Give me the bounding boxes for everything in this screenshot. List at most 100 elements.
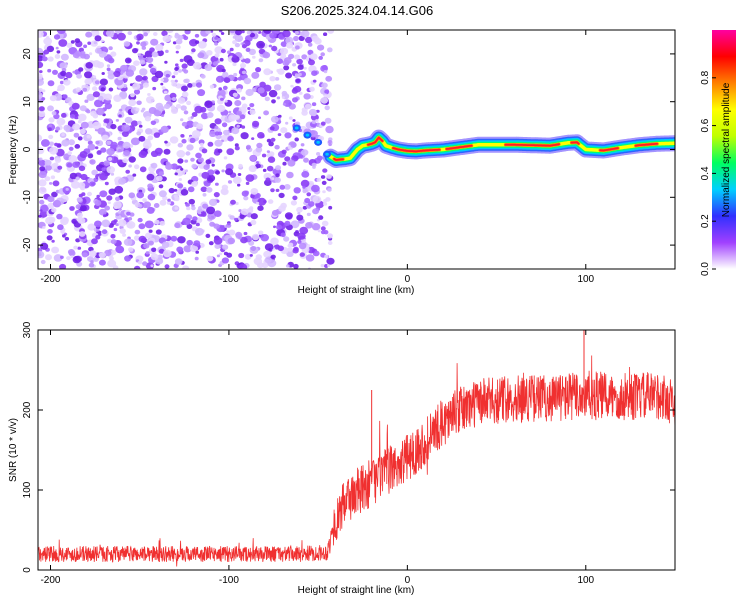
noise-speckle	[72, 123, 81, 131]
signal-peak-segment	[392, 147, 441, 153]
noise-speckle	[113, 219, 118, 223]
noise-speckle	[248, 165, 257, 173]
noise-speckle	[257, 87, 265, 94]
noise-speckle	[282, 161, 287, 166]
noise-speckle	[163, 90, 168, 94]
noise-speckle	[115, 223, 119, 227]
x-tick-label: 0	[405, 575, 411, 586]
noise-speckle	[99, 172, 108, 181]
noise-speckle	[163, 249, 172, 258]
noise-speckle	[268, 151, 275, 157]
snr-line	[38, 355, 675, 567]
noise-speckle	[93, 41, 98, 45]
noise-speckle	[177, 158, 184, 164]
noise-speckle	[305, 254, 315, 262]
noise-speckle	[130, 137, 140, 146]
noise-speckle	[67, 151, 72, 156]
spectrogram-plot-area	[38, 30, 675, 269]
noise-speckle	[66, 256, 71, 261]
noise-speckle	[184, 169, 188, 173]
noise-speckle	[101, 167, 106, 172]
noise-speckle	[309, 53, 318, 61]
noise-speckle	[326, 257, 335, 265]
noise-speckle	[174, 258, 183, 265]
noise-speckle	[47, 229, 53, 234]
noise-speckle	[155, 175, 163, 182]
noise-speckle	[142, 198, 147, 203]
noise-speckle	[62, 234, 66, 238]
noise-speckle	[311, 184, 320, 193]
noise-speckle	[128, 223, 132, 227]
noise-speckle	[279, 184, 286, 190]
noise-speckle	[306, 192, 312, 197]
noise-speckle	[119, 91, 128, 98]
noise-speckle	[252, 55, 256, 59]
noise-speckle	[150, 253, 159, 261]
noise-speckle	[186, 223, 193, 229]
noise-speckle	[170, 105, 176, 110]
noise-speckle	[187, 186, 195, 193]
noise-speckle	[191, 48, 196, 53]
noise-speckle	[283, 236, 290, 242]
noise-speckle	[241, 190, 249, 197]
noise-speckle	[221, 184, 229, 191]
noise-speckle	[139, 166, 147, 173]
noise-speckle	[245, 181, 250, 185]
noise-speckle	[191, 130, 201, 138]
noise-speckle	[60, 53, 69, 61]
noise-speckle	[298, 72, 302, 77]
noise-speckle	[218, 87, 222, 91]
noise-speckle	[301, 171, 310, 178]
noise-speckle	[107, 201, 111, 205]
noise-speckle	[280, 232, 286, 238]
noise-speckle	[142, 82, 149, 88]
noise-speckle	[193, 240, 201, 247]
noise-speckle	[51, 111, 57, 116]
noise-speckle	[320, 226, 326, 231]
noise-speckle	[170, 163, 178, 170]
noise-speckle	[91, 169, 98, 176]
noise-speckle	[52, 199, 62, 208]
noise-speckle	[280, 202, 287, 209]
noise-speckle	[215, 182, 219, 186]
noise-speckle	[142, 75, 148, 81]
noise-speckle	[202, 193, 207, 197]
noise-speckle	[244, 58, 251, 64]
noise-speckle	[41, 139, 50, 147]
noise-speckle	[80, 51, 86, 56]
noise-speckle	[297, 240, 302, 244]
noise-speckle	[48, 134, 54, 140]
noise-speckle	[294, 30, 299, 35]
noise-speckle	[224, 99, 228, 103]
noise-speckle	[138, 235, 147, 243]
noise-speckle	[38, 171, 47, 179]
noise-speckle	[119, 228, 126, 234]
noise-speckle	[159, 220, 166, 226]
noise-speckle	[266, 165, 274, 172]
noise-speckle	[291, 88, 299, 94]
noise-speckle	[99, 78, 108, 86]
noise-speckle	[38, 106, 45, 112]
noise-speckle	[49, 156, 55, 161]
noise-speckle	[276, 96, 281, 100]
noise-speckle	[138, 223, 146, 230]
noise-speckle	[182, 265, 190, 269]
noise-speckle	[145, 128, 153, 135]
noise-speckle	[284, 132, 292, 139]
noise-speckle	[136, 41, 140, 45]
noise-speckle	[98, 259, 106, 266]
noise-speckle	[54, 142, 59, 147]
noise-speckle	[237, 183, 241, 187]
noise-speckle	[146, 206, 155, 214]
noise-speckle	[255, 67, 262, 73]
noise-speckle	[246, 30, 252, 35]
noise-speckle	[225, 168, 234, 176]
noise-speckle	[149, 67, 157, 74]
noise-speckle	[125, 169, 130, 174]
noise-speckle	[227, 180, 233, 184]
noise-speckle	[292, 63, 297, 67]
noise-speckle	[165, 49, 169, 54]
noise-speckle	[85, 79, 92, 85]
noise-speckle	[106, 238, 113, 244]
noise-speckle	[47, 80, 55, 87]
